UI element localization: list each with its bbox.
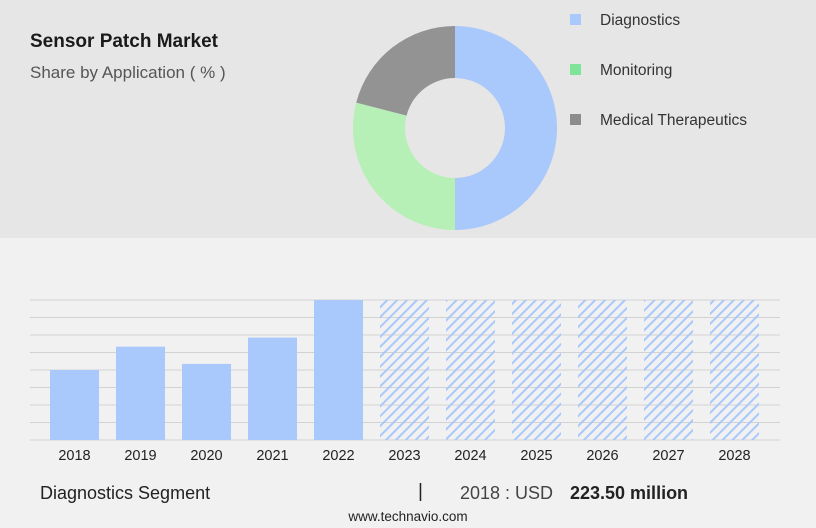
- x-tick-label-2018: 2018: [58, 448, 90, 464]
- x-tick-label-2021: 2021: [256, 448, 288, 464]
- forecast-bar-2024: [446, 300, 495, 440]
- legend-swatch-diagnostics: [570, 13, 581, 25]
- x-tick-label-2026: 2026: [586, 448, 618, 464]
- segment-label: Diagnostics Segment: [40, 483, 211, 503]
- bar-2020: [182, 363, 231, 440]
- bar-2021: [248, 337, 297, 440]
- footer-year-label: 2018 : USD: [460, 483, 554, 503]
- x-tick-label-2024: 2024: [454, 448, 486, 464]
- chart-title: Sensor Patch Market: [30, 31, 218, 52]
- x-tick-label-2028: 2028: [718, 448, 750, 464]
- bar-chart: 2018 2019 2020 2021 2022 2023 2024 2025 2026 2027…: [30, 299, 780, 464]
- legend-item-medical-therapeutics: Medical Therapeutics: [570, 112, 747, 130]
- forecast-bar-2026: [578, 300, 627, 440]
- legend-swatch-medical-therapeutics: [570, 113, 581, 125]
- x-tick-label-2022: 2022: [322, 448, 354, 464]
- x-tick-label-2025: 2025: [520, 448, 552, 464]
- x-tick-label-2019: 2019: [124, 448, 156, 464]
- donut-slice-medical-therapeutics: [356, 26, 455, 116]
- x-tick-label-2020: 2020: [190, 448, 222, 464]
- forecast-bar-2028: [710, 300, 759, 440]
- footer-separator: |: [418, 481, 423, 502]
- forecast-bar-2023: [380, 300, 429, 440]
- donut-slice-monitoring: [353, 102, 455, 230]
- legend-label-medical-therapeutics: Medical Therapeutics: [600, 112, 748, 129]
- x-tick-label-2023: 2023: [388, 448, 420, 464]
- donut-chart: [353, 26, 557, 230]
- bar-2022: [314, 300, 363, 440]
- legend-label-monitoring: Monitoring: [600, 62, 673, 79]
- legend-item-diagnostics: Diagnostics: [570, 12, 680, 30]
- legend-swatch-monitoring: [570, 63, 581, 75]
- bar-2018: [50, 370, 99, 440]
- bar-2019: [116, 346, 165, 440]
- x-tick-label-2027: 2027: [652, 448, 684, 464]
- legend-label-diagnostics: Diagnostics: [600, 12, 681, 29]
- source-url: www.technavio.com: [348, 509, 468, 524]
- donut-slice-diagnostics: [455, 26, 557, 230]
- legend-item-monitoring: Monitoring: [570, 62, 672, 80]
- footer-value: 223.50 million: [570, 483, 689, 503]
- forecast-bar-2025: [512, 300, 561, 440]
- chart-subtitle: Share by Application ( % ): [30, 63, 226, 82]
- forecast-bar-2027: [644, 300, 693, 440]
